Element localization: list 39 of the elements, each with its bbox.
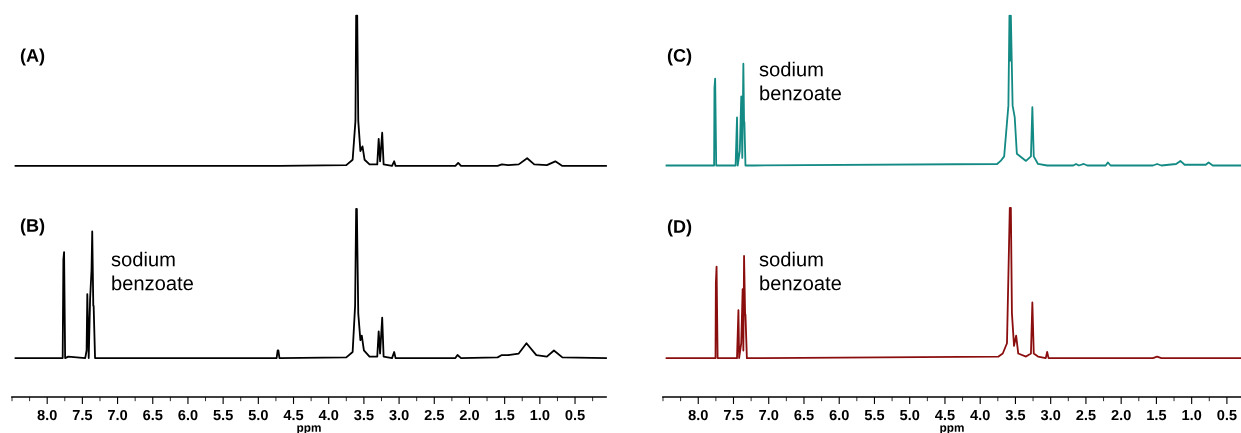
annotation: sodium benzoate [759,251,841,291]
x-tick-label: 0.5 [1217,409,1237,421]
annotation: (D) [667,219,692,237]
annotation: (B) [20,218,45,236]
annotation: sodium benzoate [759,61,841,101]
x-tick-label: 6.5 [794,409,814,421]
x-tick-label: 1.5 [495,410,515,421]
x-tick-label: 7.0 [759,409,779,421]
x-tick-label: 2.0 [459,409,479,421]
x-tick-label: 7.0 [108,409,128,421]
annotation: (C) [667,48,692,66]
x-tick-label: 0.5 [565,409,585,421]
x-tick-label: 4.5 [283,410,304,421]
x-tick-label: 1.5 [1147,410,1167,421]
x-tick-label: 6.5 [143,409,163,421]
x-tick-label: 3.5 [1005,409,1026,421]
x-tick-label: 8.0 [37,409,57,421]
x-tick-label: 5.5 [213,410,233,421]
x-tick-label: 2.5 [424,409,445,421]
x-tick-label: 1.0 [1182,409,1202,421]
x-tick-label: 7.5 [72,410,93,421]
x-tick-label: 4.0 [318,409,339,421]
x-tick-label: 5.0 [900,409,920,421]
x-tick-label: 3.0 [1040,409,1061,421]
x-tick-label: 3.5 [354,409,374,421]
x-tick-label: 1.0 [530,409,550,421]
x-tick-label: 5.5 [864,410,885,421]
x-tick-label: 2.5 [1076,409,1096,421]
annotation: (A) [20,48,45,66]
x-tick-label: 7.5 [723,410,744,421]
x-tick-label: 6.0 [829,409,849,421]
x-tick-label: 4.0 [970,409,990,421]
annotation: sodium benzoate [111,251,193,291]
x-tick-label: 8.0 [688,409,708,421]
x-tick-label: 6.0 [178,409,198,421]
x-tick-label: 3.0 [389,409,409,421]
x-tick-label: 2.0 [1111,409,1131,421]
x-tick-label: 4.5 [935,410,955,421]
x-tick-label: 5.0 [248,409,268,421]
